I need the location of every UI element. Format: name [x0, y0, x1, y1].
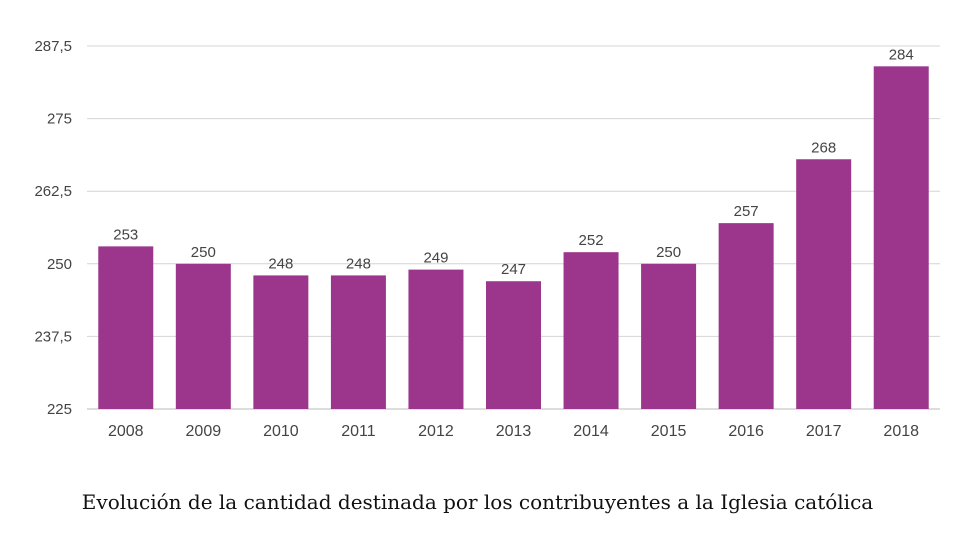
data-label: 250 — [191, 244, 216, 261]
data-label: 248 — [268, 255, 293, 272]
y-tick-label: 262,5 — [34, 183, 72, 200]
bar-2009 — [175, 263, 231, 409]
x-tick-label: 2016 — [728, 423, 764, 440]
bar-2015 — [641, 263, 697, 409]
x-tick-label: 2015 — [651, 423, 687, 440]
bar-2010 — [253, 275, 309, 409]
bar-2016 — [718, 223, 774, 409]
x-tick-label: 2017 — [806, 423, 842, 440]
data-label: 257 — [734, 203, 759, 220]
bar-2008 — [98, 246, 154, 409]
x-tick-label: 2010 — [263, 423, 299, 440]
x-tick-label: 2012 — [418, 423, 454, 440]
x-tick-label: 2011 — [341, 423, 376, 440]
x-tick-label: 2018 — [883, 423, 919, 440]
bar-2014 — [563, 252, 619, 409]
data-label: 250 — [656, 244, 681, 261]
y-tick-label: 275 — [47, 111, 72, 128]
y-tick-label: 287,5 — [34, 38, 72, 55]
bar-2018 — [873, 66, 929, 409]
data-label: 284 — [889, 46, 914, 63]
data-label: 253 — [113, 226, 138, 243]
bar-2012 — [408, 269, 464, 409]
data-label: 249 — [423, 250, 448, 267]
x-tick-label: 2014 — [573, 423, 609, 440]
x-tick-label: 2013 — [496, 423, 532, 440]
y-tick-label: 225 — [47, 401, 72, 418]
bar-2011 — [330, 275, 386, 409]
data-label: 252 — [579, 232, 604, 249]
x-tick-label: 2008 — [108, 423, 144, 440]
bar-chart: 225 237,5 250 262,5 275 287,5 253 2008 250 2009 24… — [34, 38, 940, 440]
bar-2013 — [486, 281, 541, 409]
data-label: 247 — [501, 261, 526, 278]
y-tick-label: 237,5 — [34, 328, 72, 345]
data-label: 268 — [811, 139, 836, 156]
x-tick-label: 2009 — [186, 423, 222, 440]
y-tick-label: 250 — [47, 256, 72, 273]
bar-2017 — [796, 159, 852, 409]
data-label: 248 — [346, 255, 371, 272]
chart-caption: Evolución de la cantidad destinada por l… — [81, 490, 874, 514]
